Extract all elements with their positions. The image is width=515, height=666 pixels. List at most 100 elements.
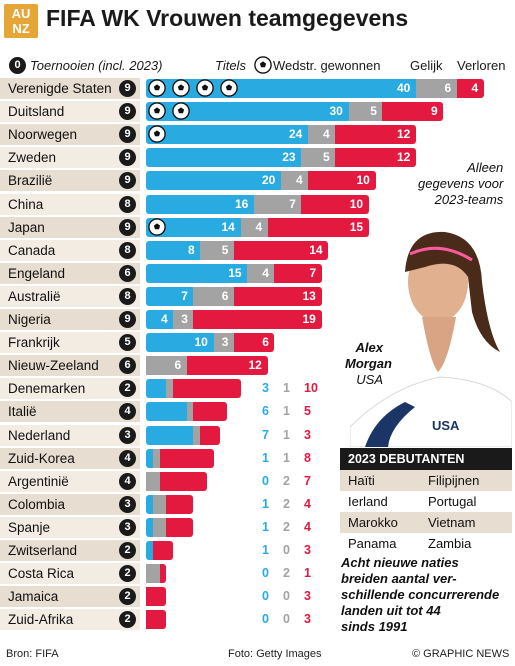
team-row-background [0,262,140,284]
draw-bar [146,564,160,584]
won-value: 40 [397,81,411,95]
team-name: Spanje [8,519,51,535]
won-bar [146,263,248,283]
team-name: Canada [8,242,56,258]
won-value: 7 [181,288,188,303]
note-line-2: gegevens voor [418,176,504,191]
lost-bar [274,263,322,283]
team-row-background [0,609,140,631]
debutants-title: 2023 DEBUTANTEN [340,448,512,470]
draw-value: 3 [181,312,188,326]
lost-value: 4 [471,81,479,95]
tournaments-count: 3 [119,518,136,536]
lost-bar [233,333,275,353]
debutant-country: Haïti [348,473,375,488]
team-name: Verenigde Staten [8,81,112,96]
won-bar [146,494,153,514]
ball-icon [254,56,272,74]
draw-bar [308,125,335,145]
team-row-background [0,401,140,423]
won-value: 1 [262,496,269,511]
draw-value: 1 [283,381,290,396]
team-row-background [0,285,140,307]
lost-value: 14 [309,242,323,257]
team-row-background [0,239,140,261]
debutant-row: Marokko Vietnam [340,512,512,533]
team-row-background [0,78,140,99]
team-name: Nieuw-Zeeland [8,358,99,374]
draw-bar [301,148,335,168]
won-value: 23 [282,150,296,165]
team-row-background [0,193,140,215]
lost-value: 7 [309,265,317,280]
won-value: 0 [262,589,269,604]
draw-bar [193,286,234,306]
debutant-country: Ierland [348,494,388,509]
won-bar [146,379,167,399]
won-value: 10 [194,335,208,350]
logo: AU NZ [4,4,38,38]
draw-bar [416,79,457,98]
lost-value: 8 [304,450,311,465]
note-line-3: 2023-teams [434,192,504,207]
title-ball-icon [148,102,166,120]
lost-value: 10 [349,196,364,211]
won-bar [146,333,214,353]
page-title: FIFA WK Vrouwen teamgegevens [46,5,409,31]
draw-bar [200,240,234,260]
lost-value: 15 [349,219,364,234]
team-row-background [0,540,140,561]
player-caption: Alex Morgan USA [345,340,392,388]
draw-value: 0 [283,612,290,627]
team-name: Argentinië [8,473,69,489]
lost-value: 3 [304,589,311,604]
team-row-background [0,124,140,146]
team-row-background [0,332,140,354]
won-value: 16 [235,196,249,211]
lost-bar [233,286,322,306]
title-ball-icon [172,79,190,97]
draw-bar [254,194,302,214]
lost-value: 6 [262,335,269,350]
won-bar [146,79,416,98]
lost-bar [159,564,167,584]
team-row-background [0,493,140,515]
won-value: 3 [262,381,269,396]
team-name: Zwitserland [8,543,78,558]
team-row-background [0,470,140,492]
lost-value: 7 [304,473,311,488]
debutant-country: Zambia [428,536,472,551]
tournaments-count: 8 [119,241,136,259]
debutant-row: Panama Zambia [340,533,512,554]
draw-bar [173,310,194,329]
draw-bar [152,494,167,514]
draw-bar [281,171,308,191]
draw-bar [166,379,173,399]
won-value: 1 [262,450,269,465]
tournaments-count: 3 [119,495,136,513]
title-ball-icon [148,217,166,236]
lost-value: 13 [302,288,316,303]
team-row-background [0,216,140,238]
debutant-row: Ierland Portugal [340,491,512,512]
outro-line-4: landen uit tot 44 [341,603,441,618]
tournaments-count: 3 [119,426,136,444]
team-row-background [0,378,140,400]
tournaments-count: 9 [119,80,136,97]
player-country: USA [356,372,383,387]
player-last-name: Morgan [345,356,392,371]
tournaments-count: 2 [119,611,136,629]
debutant-row: Haïti Filipijnen [340,470,512,491]
draw-value: 7 [289,196,296,211]
lost-value: 4 [304,519,311,534]
tournaments-legend-label: Toernooien (incl. 2023) [30,58,163,73]
team-name: Engeland [8,265,66,281]
draw-value: 6 [444,81,452,95]
debutant-country: Portugal [428,494,477,509]
lost-value: 12 [248,358,262,373]
lost-value: 1 [304,566,311,581]
won-bar [146,125,308,145]
team-row-background [0,586,140,608]
won-bar [146,541,153,560]
won-value: 6 [262,404,269,419]
